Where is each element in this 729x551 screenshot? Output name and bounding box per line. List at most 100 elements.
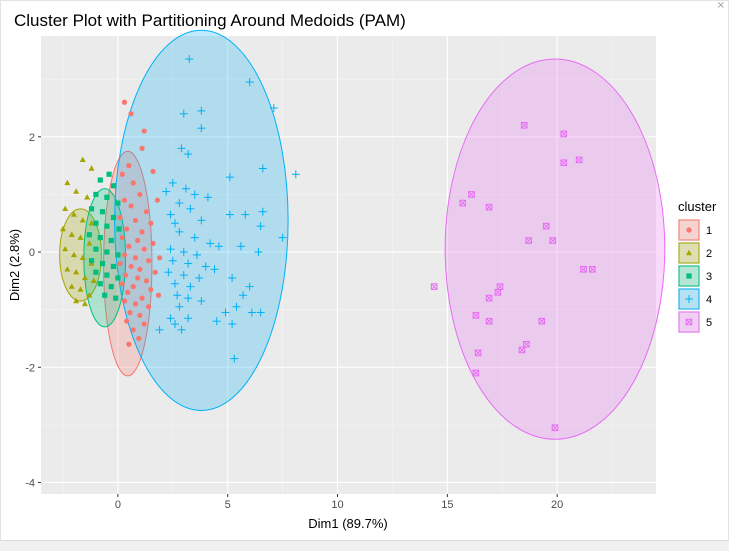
point-cluster-3 [97,177,103,183]
point-cluster-4 [170,219,179,228]
point-cluster-1 [139,295,145,301]
point-cluster-4 [190,190,199,199]
point-cluster-4 [186,282,195,291]
point-cluster-2 [79,217,86,223]
point-cluster-2 [68,231,75,237]
point-cluster-4 [170,320,179,329]
bottom-scrollbar[interactable] [0,540,729,551]
point-cluster-2 [70,251,77,258]
close-icon[interactable]: × [716,0,725,11]
legend-label-4: 4 [706,294,712,306]
point-cluster-2 [79,254,86,260]
point-cluster-4 [192,250,201,259]
point-cluster-4 [256,308,265,317]
point-cluster-1 [155,292,162,298]
point-cluster-1 [117,260,123,267]
point-cluster-3 [115,275,121,281]
point-cluster-1 [130,284,136,290]
point-cluster-4 [214,242,223,251]
point-cluster-4 [190,233,199,242]
point-cluster-4 [184,294,193,303]
point-cluster-4 [247,308,256,317]
point-cluster-4 [206,239,215,248]
point-cluster-3 [97,281,103,287]
point-cluster-3 [108,237,114,244]
point-cluster-4 [245,282,254,291]
point-cluster-1 [130,327,136,333]
point-cluster-1 [121,99,128,105]
point-cluster-5 [525,237,532,244]
point-cluster-1 [124,318,130,324]
legend-label-3: 3 [706,271,712,283]
point-cluster-1 [137,191,143,198]
point-cluster-2 [81,274,88,281]
point-cluster-1 [150,168,156,174]
point-cluster-1 [117,214,123,221]
point-cluster-3 [86,232,92,238]
point-cluster-2 [73,297,80,304]
y-tick-label: -4 [25,477,35,489]
point-cluster-4 [175,199,184,208]
point-cluster-2 [70,211,77,217]
point-cluster-2 [73,269,80,275]
point-cluster-4 [181,184,190,193]
point-cluster-1 [126,341,132,347]
point-cluster-4 [166,314,175,323]
point-cluster-4 [258,207,267,216]
point-cluster-1 [143,278,150,284]
point-cluster-4 [278,233,287,242]
point-cluster-1 [119,281,125,287]
point-cluster-1 [135,237,141,244]
point-cluster-4 [195,273,204,282]
legend-label-2: 2 [706,248,712,260]
point-cluster-2 [90,277,97,284]
point-cluster-1 [141,128,147,134]
point-cluster-1 [128,263,134,270]
point-cluster-5 [472,369,480,377]
point-cluster-2 [59,225,66,232]
point-cluster-3 [93,269,99,275]
point-cluster-3 [110,214,117,221]
point-cluster-5 [580,266,587,273]
point-cluster-1 [127,309,133,316]
point-cluster-3 [115,252,121,258]
point-cluster-4 [184,259,193,268]
point-cluster-5 [520,121,528,129]
point-cluster-5 [485,203,493,211]
point-cluster-4 [230,354,239,363]
point-cluster-1 [121,197,128,203]
point-cluster-3 [106,171,112,177]
point-cluster-1 [141,321,147,327]
point-cluster-4 [256,222,265,231]
grid-major [41,36,656,494]
chart-title: Cluster Plot with Partitioning Around Me… [14,11,406,30]
point-cluster-4 [258,164,267,173]
x-axis-label: Dim1 (89.7%) [308,516,387,531]
point-cluster-1 [146,304,152,310]
legend-title: cluster [678,199,717,214]
y-tick-label: -2 [25,362,35,374]
point-cluster-1 [126,243,132,249]
point-cluster-5 [472,312,480,319]
legend-label-5: 5 [706,317,712,329]
point-cluster-1 [128,203,134,209]
point-cluster-3 [110,263,117,270]
point-cluster-2 [79,156,86,163]
point-cluster-5 [589,266,596,273]
point-cluster-1 [119,171,125,177]
point-cluster-4 [197,216,206,225]
point-cluster-2 [81,300,88,307]
legend-symbol-3 [686,273,692,279]
legend-symbol-2 [686,249,692,256]
legend-symbol-1 [686,227,692,233]
x-tick-label: 5 [225,499,231,511]
point-cluster-4 [177,144,186,153]
point-cluster-4 [239,291,248,300]
point-cluster-1 [128,111,134,117]
point-cluster-4 [170,279,179,288]
point-cluster-5 [468,191,475,198]
point-cluster-2 [88,165,95,171]
point-cluster-4 [236,242,245,251]
